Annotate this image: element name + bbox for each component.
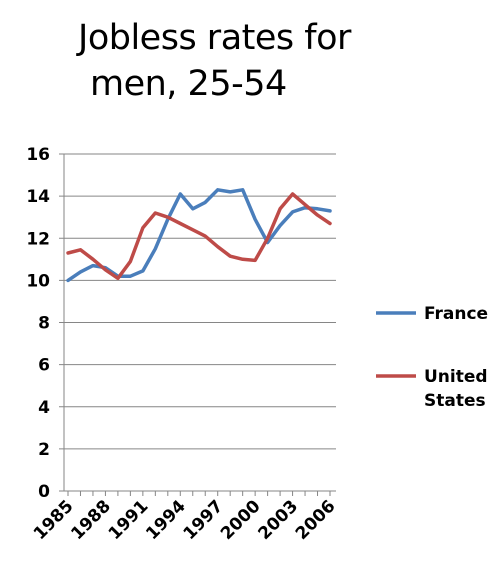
x-tick-label-1994: 1994 xyxy=(142,496,190,544)
y-tick-label-14: 14 xyxy=(26,187,50,207)
legend: France United States xyxy=(376,304,488,411)
x-tick-label-1997: 1997 xyxy=(180,496,228,544)
legend-label-united-states-line-2: States xyxy=(424,391,486,411)
x-tick-label-1988: 1988 xyxy=(67,496,115,544)
legend-label-united-states-line-1: United xyxy=(424,367,488,387)
y-tick-label-2: 2 xyxy=(38,440,50,460)
x-tick-label-2003: 2003 xyxy=(254,496,302,544)
series-lines xyxy=(66,188,332,283)
series-line-france xyxy=(66,188,332,283)
x-tick-label-2006: 2006 xyxy=(292,496,340,544)
y-tick-labels: 0 2 4 6 8 10 12 14 16 xyxy=(26,145,50,502)
y-tick-label-0: 0 xyxy=(38,482,50,502)
x-tick-label-1991: 1991 xyxy=(105,496,153,544)
chart-title-line-2: men, 25-54 xyxy=(90,64,287,104)
axes xyxy=(59,153,336,496)
series-line-united-states xyxy=(66,192,332,281)
y-tick-label-10: 10 xyxy=(26,271,50,291)
y-tick-label-8: 8 xyxy=(38,314,50,334)
chart-title-line-1: Jobless rates for xyxy=(78,18,351,58)
y-tick-label-6: 6 xyxy=(38,356,50,376)
x-tick-label-1985: 1985 xyxy=(30,496,78,544)
y-tick-label-4: 4 xyxy=(38,398,50,418)
y-tick-label-12: 12 xyxy=(26,229,50,249)
x-tick-label-2000: 2000 xyxy=(217,496,265,544)
y-tick-label-16: 16 xyxy=(26,145,50,165)
legend-label-france: France xyxy=(424,304,488,324)
